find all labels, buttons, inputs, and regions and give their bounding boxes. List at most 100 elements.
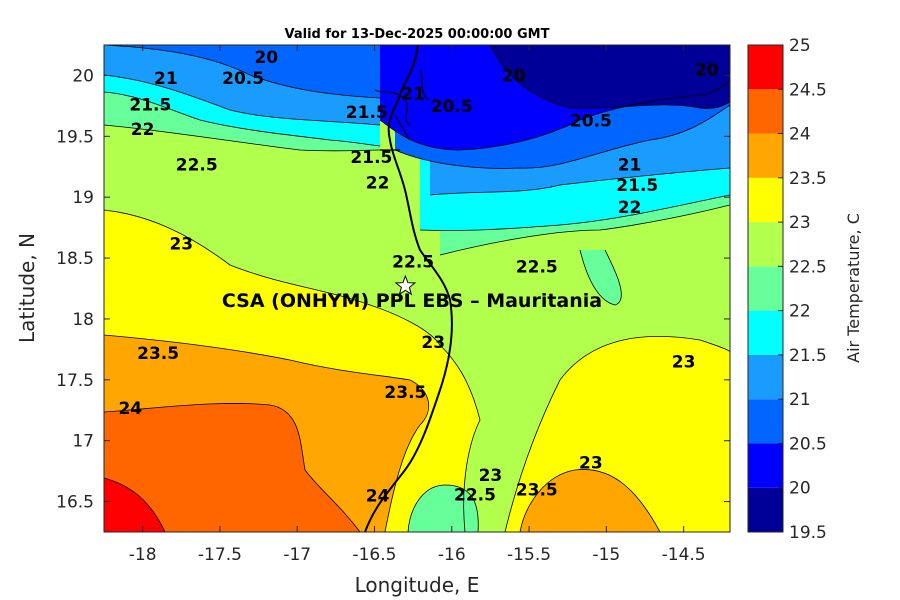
contour-line (504, 335, 730, 532)
contour-label: 22.5 (516, 258, 558, 278)
contour-line (419, 194, 730, 231)
contour-line (104, 45, 381, 99)
contour-line (519, 469, 661, 532)
contour-line (104, 209, 481, 532)
band-24.5-25 (104, 478, 165, 532)
colorbar-label: Air Temperature, C (844, 213, 863, 363)
contour-label: 24 (366, 486, 390, 506)
y-tick-label: 16.5 (56, 493, 94, 513)
y-tick-label: 19.5 (56, 127, 94, 147)
contour-label: 21 (154, 69, 178, 89)
contour-label: 22.5 (454, 485, 496, 505)
coastline (364, 45, 453, 532)
y-tick-label: 17.5 (56, 371, 94, 391)
contour-line (579, 249, 622, 306)
colorbar-tick-label: 24.5 (789, 80, 827, 100)
contour-fill-layer (104, 45, 730, 532)
x-tick-label: -14.5 (662, 545, 706, 565)
contour-line (407, 484, 479, 532)
contour-label: 22 (366, 174, 390, 194)
contour-line (104, 91, 381, 147)
colorbar-tick-label: 19.5 (789, 523, 827, 543)
contour-label: 22.5 (392, 253, 434, 273)
colorbar-tick-label: 20 (789, 479, 811, 499)
contour-line (394, 104, 730, 169)
y-tick-label: 18.5 (56, 249, 94, 269)
colorbar-swatch (748, 45, 783, 90)
colorbar-swatch (748, 266, 783, 311)
colorbar-tick-label: 22 (789, 302, 811, 322)
colorbar-tick-label: 25 (789, 36, 811, 56)
x-tick-label: -16.5 (352, 545, 396, 565)
colorbar: 19.5 20 20.5 21 21.5 22 22.5 23 23.5 24 24.5 25 (747, 36, 827, 543)
contour-label: 20 (502, 66, 526, 86)
y-tick-label: 17 (72, 432, 94, 452)
contour-label: 23 (579, 454, 603, 474)
colorbar-swatch (748, 222, 783, 267)
colorbar-tick-label: 20.5 (789, 434, 827, 454)
colorbar-tick-label: 22.5 (789, 257, 827, 277)
contour-label: 22.5 (176, 155, 218, 175)
y-tick-label: 18 (72, 310, 94, 330)
contour-line (379, 79, 730, 151)
contour-label: 21 (618, 155, 642, 175)
contour-label: 23 (421, 333, 445, 353)
colorbar-swatch (748, 354, 783, 400)
plot-frame (103, 44, 731, 533)
contour-line (489, 45, 730, 109)
contour-label: 22 (131, 120, 155, 140)
contour-label: 21.5 (616, 176, 658, 196)
colorbar-swatch (748, 399, 783, 444)
band-23.5-24-southeast (520, 469, 660, 532)
contour-label: 23 (169, 234, 193, 254)
contour-label: 20.5 (570, 111, 612, 131)
band-22-22.5-eastlobe (580, 250, 622, 305)
colorbar-tick-label: 23.5 (789, 169, 827, 189)
contour-label: 23 (672, 353, 696, 373)
x-tick-label: -17 (283, 545, 311, 565)
contour-label: 24 (118, 399, 142, 419)
coastline-islands (374, 69, 429, 151)
contour-label: 23.5 (137, 344, 179, 364)
contour-label: 21.5 (346, 103, 388, 123)
contour-label: 21 (401, 85, 425, 105)
contour-line (429, 167, 730, 196)
colorbar-swatch (748, 487, 783, 532)
contour-line (104, 334, 429, 532)
contour-label: 21.5 (350, 148, 392, 168)
y-axis-label: Latitude, N (15, 233, 39, 343)
colorbar-swatch (748, 310, 783, 355)
x-tick-label: -18 (129, 545, 157, 565)
contour-label: 20.5 (222, 69, 264, 89)
contour-line-layer (104, 45, 730, 532)
band-19.5-20 (490, 45, 730, 109)
x-tick-label: -15.5 (507, 545, 551, 565)
colorbar-swatch (748, 177, 783, 223)
site-label: CSA (ONHYM) PPL EBS – Mauritania (222, 290, 602, 312)
contour-line (104, 477, 166, 532)
band-22-22.5-south (408, 485, 479, 532)
y-tick-label: 19 (72, 188, 94, 208)
contour-label: 23.5 (384, 383, 426, 403)
contour-label: 20.5 (431, 97, 473, 117)
chart-title: Valid for 13-Dec-2025 00:00:00 GMT (285, 27, 550, 42)
contour-label: 23 (479, 466, 503, 486)
x-tick-label: -17.5 (198, 545, 242, 565)
colorbar-swatch (748, 133, 783, 178)
contour-label: 22 (618, 198, 642, 218)
colorbar-tick-label: 21 (789, 390, 811, 410)
colorbar-tick-label: 21.5 (789, 346, 827, 366)
contour-line (104, 74, 381, 126)
y-tick-label: 20 (72, 66, 94, 86)
colorbar-frame (747, 44, 784, 533)
colorbar-swatch (748, 89, 783, 134)
contour-line (104, 403, 361, 532)
contour-line (439, 204, 730, 256)
x-tick-label: -15 (592, 545, 620, 565)
band-20.5-21 (104, 45, 380, 98)
colorbar-tick-label: 23 (789, 213, 811, 233)
x-tick-label: -16 (438, 545, 466, 565)
site-star-marker (394, 274, 417, 296)
